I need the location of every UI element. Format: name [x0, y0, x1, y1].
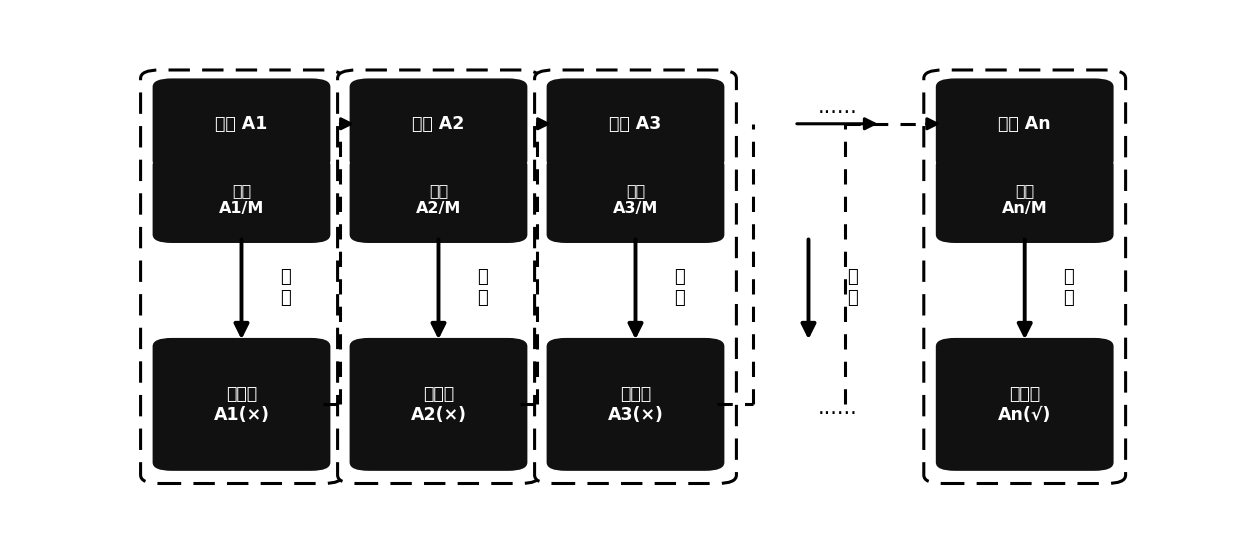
- FancyBboxPatch shape: [936, 78, 1114, 169]
- Text: 界面
A3/M: 界面 A3/M: [613, 184, 658, 216]
- Text: 元件 An: 元件 An: [998, 115, 1052, 133]
- FancyBboxPatch shape: [350, 157, 527, 243]
- Text: ......: ......: [817, 397, 857, 418]
- FancyBboxPatch shape: [350, 78, 527, 169]
- Text: 阻挡层
A3(×): 阻挡层 A3(×): [608, 385, 663, 424]
- Text: 元件 A1: 元件 A1: [216, 115, 268, 133]
- Text: ......: ......: [817, 97, 857, 117]
- Text: 阻挡层
An(√): 阻挡层 An(√): [998, 385, 1052, 424]
- FancyBboxPatch shape: [936, 157, 1114, 243]
- Text: 界面
An/M: 界面 An/M: [1002, 184, 1048, 216]
- FancyBboxPatch shape: [350, 338, 527, 471]
- FancyBboxPatch shape: [153, 338, 330, 471]
- FancyBboxPatch shape: [534, 70, 737, 483]
- Text: 验
证: 验 证: [1063, 268, 1074, 307]
- FancyBboxPatch shape: [153, 157, 330, 243]
- FancyBboxPatch shape: [547, 157, 724, 243]
- Text: 阻挡层
A1(×): 阻挡层 A1(×): [213, 385, 269, 424]
- FancyBboxPatch shape: [936, 338, 1114, 471]
- FancyBboxPatch shape: [547, 78, 724, 169]
- Text: 阻挡层
A2(×): 阻挡层 A2(×): [410, 385, 466, 424]
- Text: 元件 A3: 元件 A3: [609, 115, 662, 133]
- Text: 验
证: 验 证: [477, 268, 487, 307]
- Text: 界面
A1/M: 界面 A1/M: [218, 184, 264, 216]
- Text: 验
证: 验 证: [280, 268, 290, 307]
- Text: 元件 A2: 元件 A2: [413, 115, 465, 133]
- Text: 验
证: 验 证: [675, 268, 684, 307]
- Text: 验
证: 验 证: [847, 268, 858, 307]
- FancyBboxPatch shape: [547, 338, 724, 471]
- FancyBboxPatch shape: [153, 78, 330, 169]
- Text: 界面
A2/M: 界面 A2/M: [415, 184, 461, 216]
- FancyBboxPatch shape: [337, 70, 539, 483]
- FancyBboxPatch shape: [140, 70, 342, 483]
- FancyBboxPatch shape: [924, 70, 1126, 483]
